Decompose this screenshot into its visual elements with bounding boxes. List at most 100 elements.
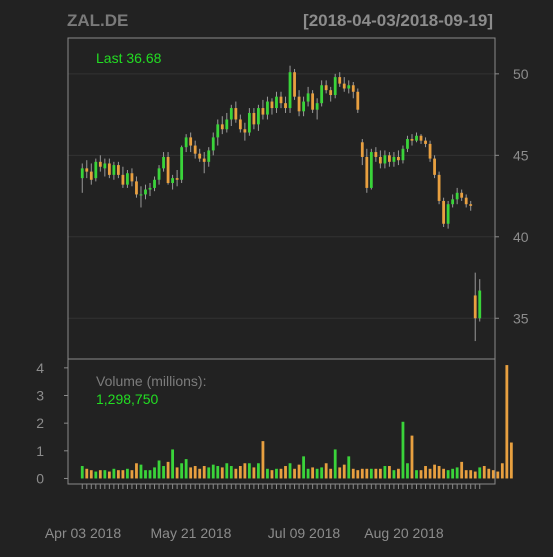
volume-bar xyxy=(85,468,89,479)
volume-label: Volume (millions): xyxy=(96,373,206,389)
volume-bar xyxy=(424,466,427,479)
volume-bar xyxy=(220,467,224,479)
candle-body xyxy=(211,137,215,151)
volume-bar xyxy=(392,470,396,479)
volume-bar xyxy=(415,470,418,479)
candle-body xyxy=(455,192,459,200)
volume-bar xyxy=(478,467,482,479)
volume-bar xyxy=(94,471,98,479)
volume-bar xyxy=(297,464,301,479)
grid-layer xyxy=(68,73,495,319)
volume-bar xyxy=(302,456,305,479)
volume-bar xyxy=(275,468,278,479)
volume-bar xyxy=(207,467,211,479)
volume-bar xyxy=(406,463,409,479)
volume-bar xyxy=(157,460,161,479)
candle-body xyxy=(419,135,423,141)
candle-body xyxy=(347,85,351,89)
date-range-label: [2018-04-03/2018-09-19] xyxy=(303,11,493,30)
candle-body xyxy=(388,155,391,162)
volume-bar xyxy=(279,468,283,479)
candle-body xyxy=(139,194,143,196)
volume-bar xyxy=(247,463,251,479)
volume-bar xyxy=(126,468,129,479)
candle-body xyxy=(89,171,93,180)
volume-bar xyxy=(261,441,265,479)
candle-body xyxy=(175,178,179,180)
candle-body xyxy=(184,137,188,148)
candle-body xyxy=(261,108,265,115)
volume-tick-label: 1 xyxy=(36,443,44,459)
price-tick-label: 40 xyxy=(513,229,529,245)
candles-layer xyxy=(80,65,482,342)
volume-bar xyxy=(482,466,486,479)
volume-bar xyxy=(103,470,107,479)
volume-bar xyxy=(369,468,373,479)
volume-bar xyxy=(211,464,215,479)
candle-body xyxy=(324,85,328,91)
volume-bar xyxy=(451,468,455,479)
volume-bar xyxy=(428,468,432,479)
volume-bar xyxy=(98,470,102,479)
candle-body xyxy=(297,96,301,112)
volume-bar xyxy=(243,463,247,479)
volume-bar xyxy=(193,466,197,479)
x-tick-label: Apr 03 2018 xyxy=(45,525,121,541)
candle-body xyxy=(144,189,147,195)
candle-body xyxy=(166,156,170,184)
price-tick-label: 50 xyxy=(513,66,529,82)
volume-bar xyxy=(266,468,269,479)
candle-body xyxy=(473,295,477,319)
volume-bar xyxy=(306,468,310,479)
candle-body xyxy=(103,163,107,169)
candle-body xyxy=(126,173,129,185)
price-panel-frame xyxy=(67,37,496,360)
candle-body xyxy=(247,112,251,133)
volume-tick-label: 3 xyxy=(36,388,44,404)
last-price-label: Last 36.68 xyxy=(96,50,162,66)
volume-bar xyxy=(464,470,468,479)
volume-bar xyxy=(320,467,324,479)
volume-bar xyxy=(365,468,369,479)
volume-bar xyxy=(162,466,165,479)
candle-body xyxy=(446,204,450,224)
volume-bar xyxy=(257,463,260,479)
candle-body xyxy=(401,148,405,161)
price-tick-label: 45 xyxy=(513,147,529,163)
candle-body xyxy=(234,108,238,120)
volume-bar xyxy=(112,468,116,479)
candle-body xyxy=(315,103,319,110)
volume-bar xyxy=(460,461,464,479)
volume-bar xyxy=(238,466,242,479)
candle-body xyxy=(279,96,283,104)
candle-body xyxy=(383,155,387,164)
volume-bar xyxy=(324,463,328,479)
volume-bar xyxy=(189,467,193,479)
volume-bar xyxy=(505,365,509,479)
volume-bar xyxy=(487,468,491,479)
candle-body xyxy=(275,96,278,109)
volume-bar xyxy=(356,470,360,479)
volume-bar xyxy=(153,467,156,479)
volume-bar xyxy=(388,466,391,479)
candle-body xyxy=(94,161,98,179)
candle-body xyxy=(98,161,102,167)
volume-bar xyxy=(89,470,93,479)
volume-bar xyxy=(144,470,147,479)
candle-body xyxy=(266,101,269,115)
candle-body xyxy=(135,181,138,195)
candle-body xyxy=(157,168,161,180)
volume-bar xyxy=(496,471,500,479)
volume-bar xyxy=(469,470,473,479)
volume-bar xyxy=(175,467,179,479)
volume-bar xyxy=(410,435,414,479)
candle-body xyxy=(257,108,260,125)
volume-bars-layer xyxy=(80,365,513,479)
volume-bar xyxy=(433,464,436,479)
volume-bar xyxy=(442,468,446,479)
volume-bar xyxy=(216,466,220,479)
candle-body xyxy=(302,101,305,112)
volume-bar xyxy=(401,421,405,479)
candle-body xyxy=(202,158,206,162)
